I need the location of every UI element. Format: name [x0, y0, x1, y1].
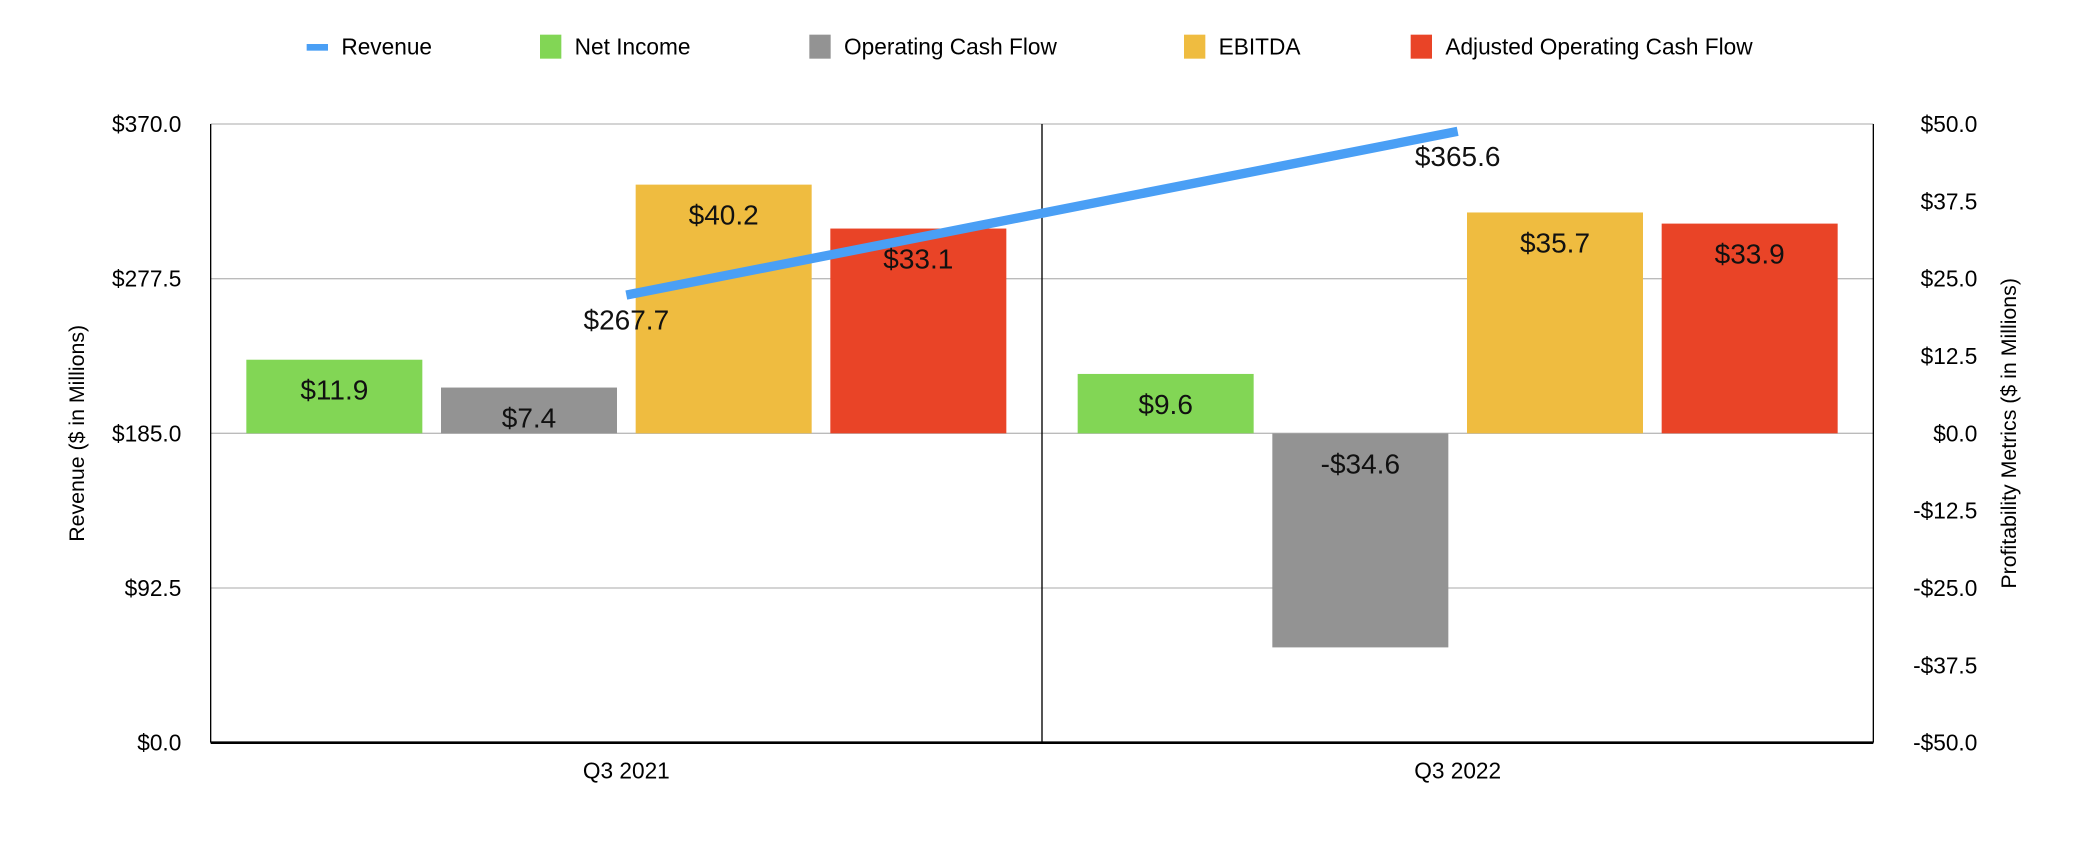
right-tick-label: -$25.0 [1913, 575, 1977, 601]
data-label: $9.6 [1138, 389, 1193, 420]
left-tick-label: $92.5 [125, 575, 182, 601]
bar-adjusted-operating-cash-flow [830, 228, 1007, 434]
data-labels: $11.9 $9.6 $7.4 -$34.6 $40.2 $35.7 $33.1 $33.9 $… [300, 141, 1784, 479]
right-tick-label: $50.0 [1921, 111, 1978, 137]
legend-label: Operating Cash Flow [844, 34, 1057, 60]
revenue-line-path [625, 126, 1459, 300]
category-label: Q3 2021 [583, 758, 670, 784]
bar-net-income [246, 359, 423, 434]
bar-operating-cash-flow [1272, 433, 1449, 648]
right-tick-label: $25.0 [1921, 266, 1978, 292]
legend-swatch [1184, 34, 1206, 59]
bars [246, 184, 1838, 648]
right-tick-label: $37.5 [1921, 188, 1978, 214]
data-label: $7.4 [502, 403, 557, 434]
data-label: $11.9 [300, 375, 368, 406]
right-axis-title: Profitability Metrics ($ in Millions) [1997, 278, 2021, 589]
left-tick-label: $370.0 [112, 111, 181, 137]
right-tick-label: $12.5 [1921, 343, 1978, 369]
bar-ebitda [1467, 212, 1643, 434]
left-axis-title: Revenue ($ in Millions) [65, 325, 89, 542]
right-tick-label: -$37.5 [1913, 652, 1977, 678]
right-tick-label: -$12.5 [1913, 498, 1977, 524]
legend-label: Revenue [341, 34, 432, 60]
data-label: $40.2 [689, 200, 759, 231]
axis-ticks: $0.0 $92.5 $185.0 $277.5 $370.0 -$50.0 -$37.5 -… [112, 111, 1977, 784]
data-label: $35.7 [1520, 227, 1590, 258]
left-tick-label: $277.5 [112, 266, 181, 292]
data-label: $33.1 [883, 244, 953, 275]
legend-swatch [1410, 34, 1432, 59]
left-tick-label: $0.0 [137, 730, 181, 756]
data-label: $33.9 [1715, 239, 1785, 270]
bar-ebitda [635, 184, 812, 434]
revenue-line [625, 126, 1459, 300]
revenue-data-label: $267.7 [584, 305, 670, 336]
data-label: -$34.6 [1321, 448, 1400, 479]
bar-net-income [1077, 373, 1254, 434]
legend: Revenue Net Income Operating Cash Flow EBIT… [306, 34, 1753, 60]
revenue-data-label: $365.6 [1415, 141, 1501, 172]
legend-label: Net Income [575, 34, 691, 60]
legend-label: Adjusted Operating Cash Flow [1445, 34, 1753, 60]
legend-swatch [540, 34, 562, 59]
category-label: Q3 2022 [1414, 758, 1501, 784]
bar-adjusted-operating-cash-flow [1661, 223, 1838, 434]
legend-line-swatch [306, 44, 328, 51]
legend-swatch [809, 34, 831, 59]
right-tick-label: -$50.0 [1913, 730, 1977, 756]
bar-operating-cash-flow [441, 387, 617, 434]
right-tick-label: $0.0 [1933, 420, 1977, 446]
left-tick-label: $185.0 [112, 420, 181, 446]
legend-label: EBITDA [1219, 34, 1302, 60]
